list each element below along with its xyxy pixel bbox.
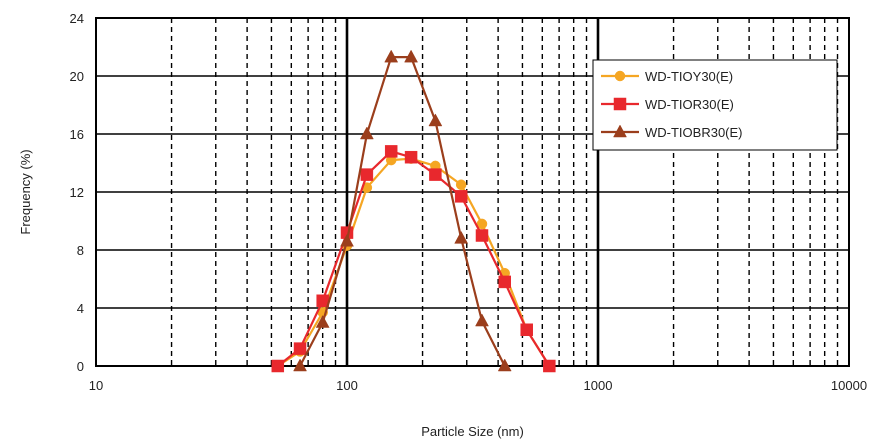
series-layer	[271, 49, 556, 373]
data-point	[404, 150, 418, 164]
data-point	[455, 179, 467, 190]
legend-label: WD-TIOBR30(E)	[645, 125, 743, 140]
data-point	[293, 358, 307, 372]
y-tick-label: 0	[77, 359, 84, 374]
series-line	[277, 157, 551, 367]
x-tick-label: 10000	[831, 378, 867, 393]
series-line	[277, 150, 551, 367]
x-tick-labels: 10 100 1000 10000	[89, 378, 867, 393]
legend-marker	[613, 124, 627, 138]
data-point	[454, 190, 468, 203]
y-tick-label: 8	[77, 243, 84, 258]
y-tick-label: 24	[70, 11, 84, 26]
y-axis-title: Frequency (%)	[18, 149, 33, 234]
legend-marker	[614, 70, 626, 82]
y-tick-label: 20	[70, 69, 84, 84]
x-tick-label: 1000	[584, 378, 613, 393]
data-point	[475, 313, 489, 327]
data-point	[315, 314, 330, 328]
data-point	[384, 145, 398, 158]
x-axis-title: Particle Size (nm)	[421, 424, 524, 439]
data-point	[293, 342, 307, 355]
legend: WD-TIOY30(E) WD-TIOR30(E) WD-TIOBR30(E)	[592, 59, 838, 151]
series-3	[293, 49, 512, 372]
y-tick-label: 12	[70, 185, 84, 200]
y-tick-label: 4	[77, 301, 84, 316]
series-line	[299, 55, 506, 367]
data-point	[498, 275, 511, 289]
data-point	[340, 233, 354, 247]
series-2	[271, 145, 556, 373]
x-tick-label: 100	[336, 378, 358, 393]
legend-label: WD-TIOY30(E)	[645, 69, 733, 84]
plot-frame	[95, 17, 850, 367]
data-point	[271, 359, 285, 373]
x-tick-label: 10	[89, 378, 103, 393]
data-point	[454, 230, 469, 244]
legend-entry: WD-TIOR30(E)	[601, 97, 734, 112]
legend-entry: WD-TIOBR30(E)	[601, 124, 743, 140]
data-point	[404, 49, 418, 63]
data-point	[429, 168, 442, 181]
legend-entry: WD-TIOY30(E)	[601, 69, 733, 84]
y-tick-labels: 0 4 8 12 16 20 24	[70, 11, 84, 374]
data-point	[360, 168, 374, 181]
data-point	[384, 49, 399, 63]
y-tick-label: 16	[70, 127, 84, 142]
data-point	[543, 359, 556, 373]
data-point	[428, 113, 443, 127]
data-point	[359, 126, 374, 140]
data-point	[497, 358, 512, 372]
legend-marker	[613, 97, 627, 111]
legend-label: WD-TIOR30(E)	[645, 97, 734, 112]
data-point	[520, 323, 533, 336]
data-point	[475, 229, 489, 242]
